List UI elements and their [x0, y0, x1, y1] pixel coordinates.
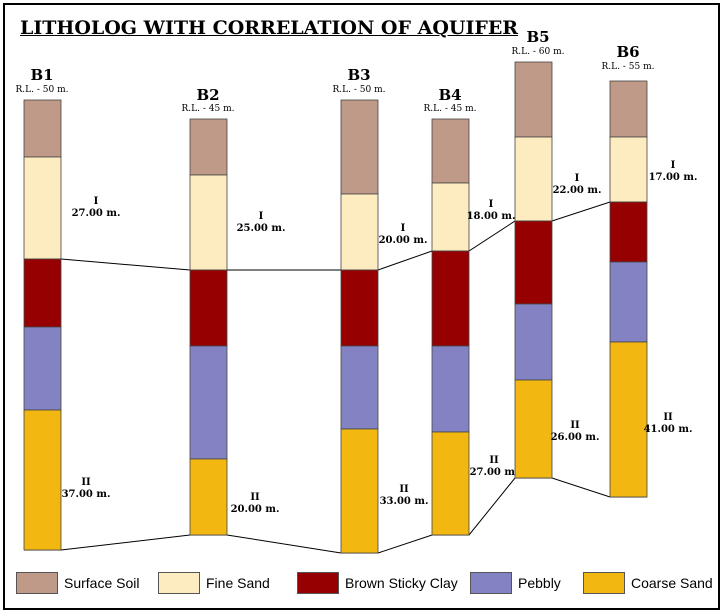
aquifer-II-thickness: 33.00 m. — [380, 496, 429, 507]
legend-item-coarse-sand: Coarse Sand — [583, 570, 713, 596]
aquifer-I-label: I — [94, 196, 99, 207]
fine-sand-layer — [431, 182, 470, 252]
aquifer-I-thickness: 20.00 m. — [379, 235, 428, 246]
legend-label-coarse-sand: Coarse Sand — [631, 575, 713, 591]
pebbly-layer — [189, 345, 228, 460]
aquifer-I-thickness: 27.00 m. — [72, 208, 121, 219]
aquifer-II-correlation-line — [24, 477, 647, 554]
borehole-name: B5 — [526, 28, 549, 46]
legend-label-pebbly: Pebbly — [518, 575, 561, 591]
legend-item-brown-sticky-clay: Brown Sticky Clay — [297, 570, 458, 596]
borehole-rl: R.L. - 55 m. — [602, 62, 655, 72]
brown-sticky-clay-layer — [431, 250, 470, 347]
coarse-sand-layer — [340, 428, 379, 554]
borehole-rl: R.L. - 50 m. — [333, 85, 386, 95]
legend-label-brown-sticky-clay: Brown Sticky Clay — [345, 575, 458, 591]
aquifer-II-label: II — [489, 455, 499, 466]
legend-item-pebbly: Pebbly — [470, 570, 561, 596]
brown-sticky-clay-layer — [340, 269, 379, 347]
brown-sticky-clay-layer — [514, 220, 553, 305]
brown-sticky-clay-layer — [609, 201, 648, 263]
aquifer-II-label: II — [81, 477, 91, 488]
pebbly-layer — [340, 345, 379, 430]
diagram-title: LITHOLOG WITH CORRELATION OF AQUIFER — [20, 17, 519, 39]
legend-item-surface-soil: Surface Soil — [16, 570, 139, 596]
legend-swatch-surface-soil — [16, 572, 58, 594]
fine-sand-layer — [609, 136, 648, 203]
aquifer-II-label: II — [250, 492, 260, 503]
fine-sand-layer — [514, 136, 553, 222]
legend-label-surface-soil: Surface Soil — [64, 575, 140, 591]
fine-sand-layer — [340, 193, 379, 271]
borehole-name: B4 — [438, 86, 461, 104]
pebbly-layer — [609, 261, 648, 343]
legend-swatch-pebbly — [470, 572, 512, 594]
legend-swatch-coarse-sand — [583, 572, 625, 594]
borehole-name: B2 — [196, 86, 219, 104]
aquifer-II-thickness: 27.00 m. — [470, 467, 519, 478]
aquifer-I-thickness: 22.00 m. — [553, 185, 602, 196]
borehole-rl: R.L. - 50 m. — [16, 85, 69, 95]
aquifer-II-thickness: 26.00 m. — [551, 432, 600, 443]
aquifer-I-label: I — [671, 160, 676, 171]
surface-soil-layer — [189, 118, 228, 176]
coarse-sand-layer — [189, 458, 228, 536]
aquifer-II-thickness: 37.00 m. — [62, 489, 111, 500]
surface-soil-layer — [431, 118, 470, 184]
legend-swatch-brown-sticky-clay — [297, 572, 339, 594]
pebbly-layer — [431, 345, 470, 433]
pebbly-layer — [514, 303, 553, 381]
aquifer-I-label: I — [401, 223, 406, 234]
aquifer-II-thickness: 20.00 m. — [231, 504, 280, 515]
surface-soil-layer — [609, 80, 648, 138]
coarse-sand-layer — [431, 431, 470, 536]
aquifer-I-thickness: 18.00 m. — [467, 211, 516, 222]
legend: Surface Soil Fine Sand Brown Sticky Clay… — [0, 570, 725, 598]
surface-soil-layer — [340, 99, 379, 195]
fine-sand-layer — [189, 174, 228, 271]
brown-sticky-clay-layer — [189, 269, 228, 347]
borehole-rl: R.L. - 45 m. — [182, 104, 235, 114]
aquifer-I-thickness: 17.00 m. — [649, 172, 698, 183]
aquifer-I-label: I — [575, 173, 580, 184]
aquifer-I-correlation-line — [24, 201, 647, 271]
fine-sand-layer — [23, 156, 62, 260]
coarse-sand-layer — [23, 409, 62, 551]
borehole-name: B6 — [616, 43, 639, 61]
pebbly-layer — [23, 326, 62, 411]
borehole-name: B1 — [30, 66, 53, 84]
surface-soil-layer — [514, 61, 553, 138]
borehole-rl: R.L. - 45 m. — [424, 104, 477, 114]
legend-swatch-fine-sand — [158, 572, 200, 594]
aquifer-I-thickness: 25.00 m. — [237, 223, 286, 234]
aquifer-I-label: I — [489, 199, 494, 210]
borehole-rl: R.L. - 60 m. — [512, 47, 565, 57]
surface-soil-layer — [23, 99, 62, 158]
aquifer-I-label: I — [259, 211, 264, 222]
brown-sticky-clay-layer — [23, 258, 62, 328]
aquifer-II-label: II — [663, 412, 673, 423]
aquifer-II-label: II — [570, 420, 580, 431]
coarse-sand-layer — [514, 379, 553, 479]
coarse-sand-layer — [609, 341, 648, 498]
legend-item-fine-sand: Fine Sand — [158, 570, 270, 596]
aquifer-II-label: II — [399, 484, 409, 495]
borehole-name: B3 — [347, 66, 370, 84]
legend-label-fine-sand: Fine Sand — [206, 575, 270, 591]
aquifer-II-thickness: 41.00 m. — [644, 424, 693, 435]
